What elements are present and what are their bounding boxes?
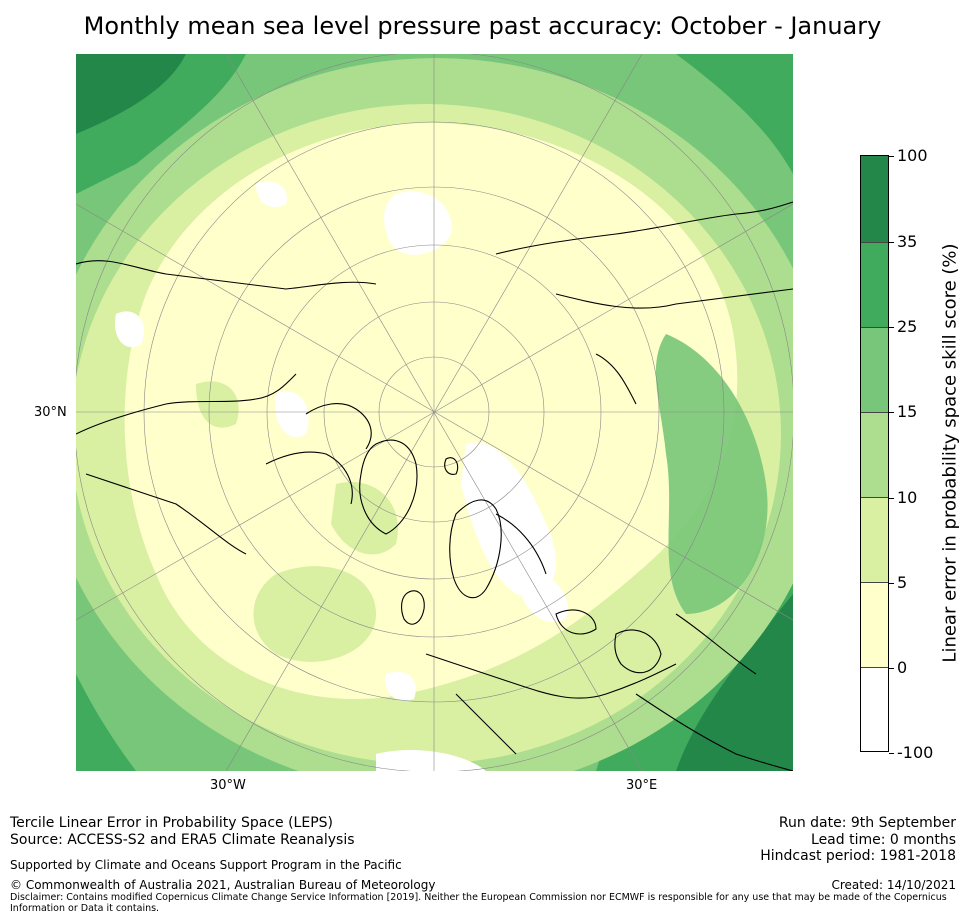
footer-hindcast: Hindcast period: 1981-2018: [760, 848, 956, 864]
patch-pale-canada: [196, 381, 239, 428]
axis-label-30n: 30°N: [34, 405, 67, 420]
footer-run-date: Run date: 9th September: [778, 815, 956, 831]
patch-white-nw: [256, 181, 287, 208]
footer-leps: Tercile Linear Error in Probability Spac…: [10, 815, 333, 831]
patch-pale-greenland: [331, 482, 398, 555]
patch-white-north: [384, 191, 452, 255]
colorbar-tick: 5: [889, 575, 907, 591]
footer-copyright: © Commonwealth of Australia 2021, Austra…: [10, 878, 436, 892]
colorbar-tick: 25: [889, 319, 917, 335]
footer-disclaimer-line-1: Disclaimer: Contains modified Copernicus…: [10, 892, 947, 903]
colorbar-segment-15-25: [861, 327, 888, 412]
coastlines: [76, 201, 793, 771]
patch-mid-east: [655, 334, 768, 614]
axis-label-30w: 30°W: [210, 778, 246, 793]
colorbar-segment-0-5: [861, 582, 888, 667]
patch-white-west: [115, 311, 145, 348]
colorbar-tick: 100: [889, 148, 928, 164]
colorbar-segment-5-10: [861, 497, 888, 582]
patch-white-arctic-canada: [275, 391, 309, 438]
colorbar-segment-minus100-0: [861, 667, 888, 751]
polar-skill-map: [76, 54, 793, 771]
axis-label-30e: 30°E: [626, 778, 658, 793]
footer-support: Supported by Climate and Oceans Support …: [10, 858, 402, 872]
colorbar-segment-10-15: [861, 412, 888, 497]
patch-white-scandinavia: [461, 442, 556, 596]
colorbar-segment-35-100: [861, 156, 888, 242]
region-dark-sw: [76, 674, 136, 771]
footer-lead-time: Lead time: 0 months: [811, 832, 956, 848]
colorbar-tick: 10: [889, 490, 917, 506]
region-dark-ne: [676, 54, 793, 174]
colorbar-tick: 0: [889, 660, 907, 676]
footer-disclaimer-line-2: Information or Data it contains.: [10, 903, 160, 914]
patch-white-south: [376, 750, 486, 771]
colorbar-tick: 35: [889, 234, 917, 250]
graticule: [76, 54, 793, 771]
colorbar: [860, 155, 889, 752]
patch-white-atlantic: [385, 671, 416, 702]
region-darkest-se: [676, 594, 793, 771]
colorbar-tick: -100: [889, 745, 933, 761]
patch-pale-sw: [253, 566, 376, 662]
footer-source: Source: ACCESS-S2 and ERA5 Climate Reana…: [10, 832, 355, 848]
colorbar-segment-25-35: [861, 242, 888, 327]
colorbar-label: Linear error in probability space skill …: [939, 243, 961, 663]
page-title: Monthly mean sea level pressure past acc…: [83, 12, 882, 40]
patch-white-baltic: [516, 572, 568, 622]
region-cream: [124, 122, 738, 699]
colorbar-tick: 15: [889, 404, 917, 420]
footer-created: Created: 14/10/2021: [831, 878, 956, 892]
footer-disclaimer: Disclaimer: Contains modified Copernicus…: [10, 892, 950, 914]
region-darkest-nw: [76, 54, 186, 134]
